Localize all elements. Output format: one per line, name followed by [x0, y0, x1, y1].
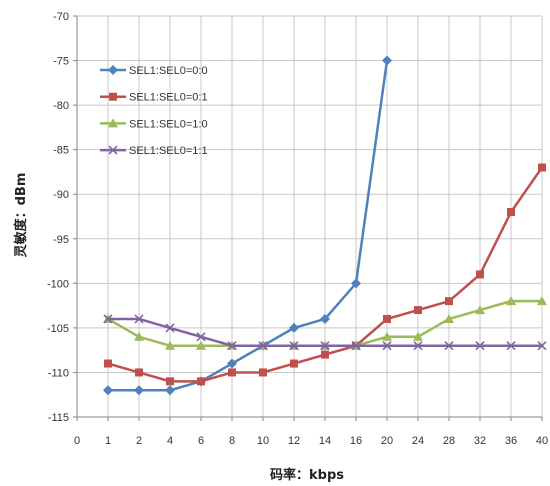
series-1-point-7	[290, 359, 298, 368]
y-tick-label: -115	[48, 412, 69, 424]
series-0-point-8	[320, 313, 330, 324]
x-tick-label: 16	[350, 435, 362, 447]
series-1-point-4	[197, 377, 205, 386]
series-0-point-3	[165, 385, 175, 396]
series-3-point-7	[289, 341, 299, 351]
x-tick-label: 28	[443, 435, 455, 447]
series-1-point-2	[135, 368, 143, 377]
y-axis-title: 灵敏度：dBm	[13, 173, 29, 258]
y-tick-label: -110	[48, 367, 69, 379]
x-tick-label: 24	[412, 435, 424, 447]
series-group	[103, 55, 547, 396]
x-tick-label: 10	[257, 435, 269, 447]
series-1-point-5	[228, 368, 236, 377]
legend-label: SEL1:SEL0=1:0	[129, 118, 208, 130]
y-tick-label: -100	[47, 278, 69, 290]
series-1-point-10	[383, 314, 391, 323]
legend-item: SEL1:SEL0=1:1	[100, 145, 208, 157]
series-1-point-3	[166, 377, 174, 386]
legend-label: SEL1:SEL0=1:1	[129, 145, 208, 157]
legend-item: SEL1:SEL0=0:0	[100, 65, 208, 77]
legend-item: SEL1:SEL0=1:0	[100, 118, 208, 130]
y-tick-label: -70	[53, 11, 69, 23]
y-tick-label: -90	[53, 189, 69, 201]
series-3-point-4	[196, 332, 206, 342]
y-tick-label: -75	[53, 56, 69, 68]
legend-item: SEL1:SEL0=0:1	[100, 92, 208, 104]
series-2-point-3	[165, 340, 175, 350]
series-2-point-12	[444, 313, 454, 323]
legend-marker	[108, 65, 118, 75]
series-1-point-14	[507, 208, 515, 217]
series-1-point-12	[445, 297, 453, 306]
legend-label: SEL1:SEL0=0:0	[129, 65, 208, 77]
series-1-point-13	[476, 270, 484, 279]
x-tick-label: 40	[536, 435, 548, 447]
series-3-point-13	[475, 341, 485, 351]
y-tick-label: -105	[47, 323, 69, 335]
series-0-point-1	[103, 385, 113, 396]
x-tick-label: 20	[381, 435, 393, 447]
x-tick-label: 6	[198, 435, 204, 447]
series-3-point-12	[444, 341, 454, 351]
series-3-point-1	[103, 314, 113, 324]
x-tick-label: 0	[74, 435, 80, 447]
series-1-point-8	[321, 350, 329, 359]
series-2-point-15	[537, 296, 547, 306]
series-3-point-14	[506, 341, 516, 351]
legend-marker	[109, 92, 117, 101]
series-3-point-11	[413, 341, 423, 351]
series-0-point-7	[289, 322, 299, 333]
series-2-point-11	[413, 331, 423, 341]
series-3-point-8	[320, 341, 330, 351]
series-1-point-6	[259, 368, 267, 377]
x-tick-label: 4	[167, 435, 173, 447]
series-0-line	[106, 59, 389, 392]
series-1-point-1	[104, 359, 112, 368]
series-2-point-14	[506, 296, 516, 306]
series-2-point-10	[382, 331, 392, 341]
x-tick-label: 12	[288, 435, 300, 447]
series-2-point-2	[134, 331, 144, 341]
y-tick-label: -80	[53, 100, 69, 112]
legend: SEL1:SEL0=0:0 SEL1:SEL0=0:1 SEL1:SEL0=1:0 S…	[100, 65, 208, 157]
series-3-point-15	[537, 341, 547, 351]
x-tick-label: 36	[505, 435, 517, 447]
series-2-point-4	[196, 340, 206, 350]
series-0-point-9	[351, 278, 361, 289]
series-0-point-5	[227, 358, 237, 369]
series-3-point-6	[258, 341, 268, 351]
legend-marker	[108, 118, 118, 128]
x-tick-label: 14	[319, 435, 331, 447]
x-axis-title: 码率：kbps	[270, 467, 344, 483]
series-2-point-13	[475, 305, 485, 315]
gridlines	[77, 15, 543, 418]
series-0-point-2	[134, 385, 144, 396]
legend-label: SEL1:SEL0=0:1	[129, 92, 208, 104]
x-tick-label: 1	[105, 435, 111, 447]
x-tick-label: 2	[136, 435, 142, 447]
series-3-point-5	[227, 341, 237, 351]
series-3-point-9	[351, 341, 361, 351]
series-0-point-10	[382, 55, 392, 66]
series-1-point-15	[538, 163, 546, 172]
series-3-point-10	[382, 341, 392, 351]
y-tick-label: -95	[53, 234, 69, 246]
series-3-point-3	[165, 323, 175, 333]
series-1	[104, 163, 546, 386]
y-tick-label: -85	[53, 145, 69, 157]
series-3-point-2	[134, 314, 144, 324]
series-3	[103, 314, 547, 351]
x-tick-label: 8	[229, 435, 235, 447]
x-tick-label: 32	[474, 435, 486, 447]
legend-marker	[108, 145, 118, 155]
series-1-point-11	[414, 306, 422, 315]
